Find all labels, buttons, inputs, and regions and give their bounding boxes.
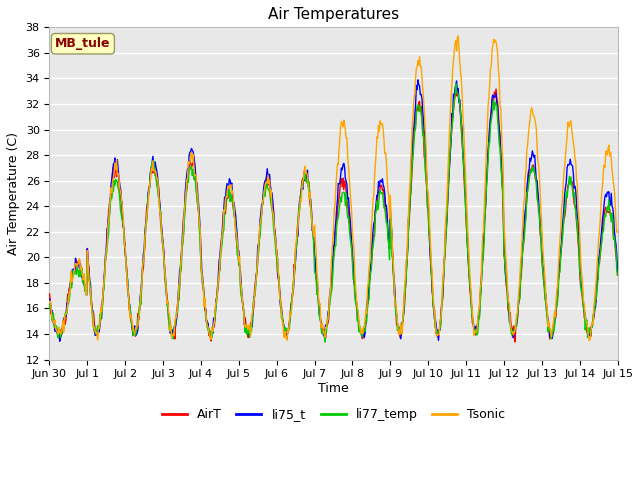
Title: Air Temperatures: Air Temperatures: [268, 7, 399, 22]
X-axis label: Time: Time: [318, 382, 349, 395]
Text: MB_tule: MB_tule: [55, 37, 111, 50]
Y-axis label: Air Temperature (C): Air Temperature (C): [7, 132, 20, 255]
Legend: AirT, li75_t, li77_temp, Tsonic: AirT, li75_t, li77_temp, Tsonic: [157, 404, 511, 426]
